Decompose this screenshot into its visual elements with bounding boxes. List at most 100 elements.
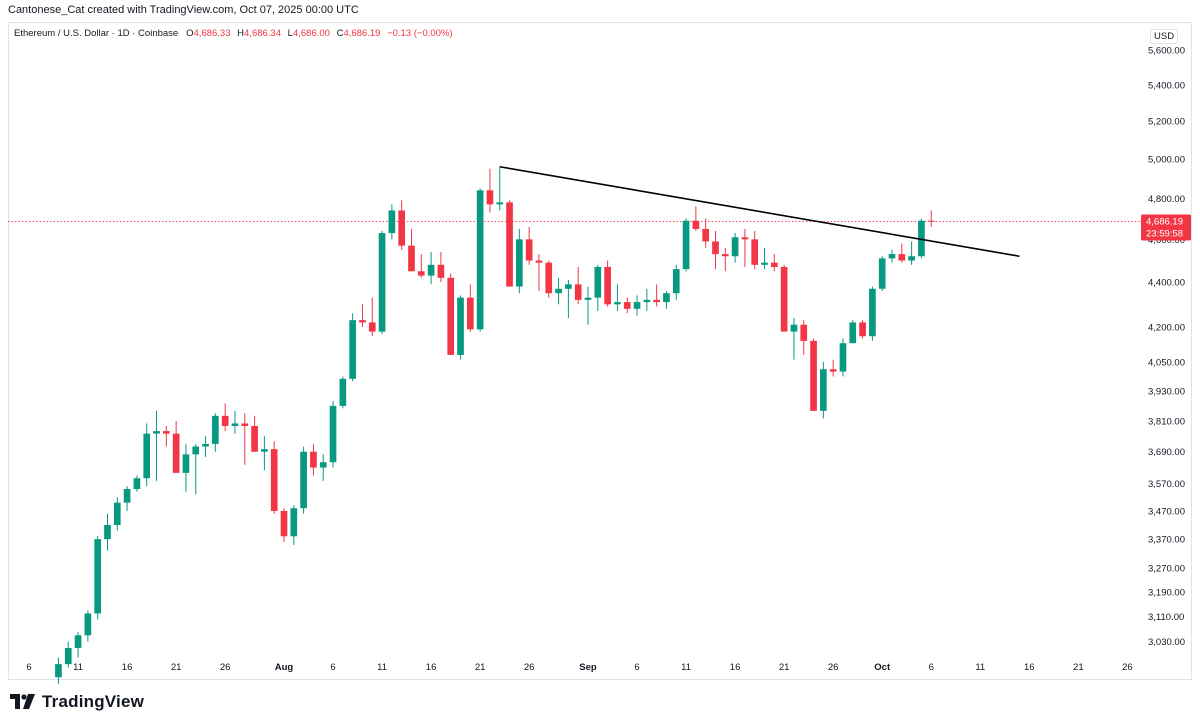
candle-body [94,539,102,614]
candle-body [55,664,62,678]
x-tick-label: 16 [426,662,437,673]
candle-body [741,237,749,240]
x-tick-label: 6 [26,662,31,673]
tradingview-logo-icon [10,694,35,709]
candle-body [525,239,533,261]
candle-body [800,324,808,341]
candle-body [908,256,915,261]
candle-body [359,320,366,323]
brand: TradingView [10,692,144,712]
candle-body [378,233,386,332]
x-tick-label: Sep [579,662,597,673]
candle-body [143,433,151,479]
candle-body [878,258,886,289]
candle-body [251,425,258,452]
candle-body [310,451,317,468]
candle-body [466,297,474,330]
candle-body [751,239,759,265]
x-tick-label: 11 [975,662,985,673]
candle-body [192,446,200,455]
candle-body [633,302,641,309]
low-value: 4,686.00 [292,28,330,39]
y-tick-label: 3,930.00 [1148,387,1185,398]
candle-body [682,220,690,270]
chart-frame [8,22,1192,680]
candle-body [212,415,219,444]
candle-body [64,648,72,665]
y-tick-label: 3,190.00 [1148,588,1185,599]
candle-body [300,451,307,509]
candle-body [261,449,268,452]
close-label: C [336,28,344,39]
candle-body [770,262,778,267]
candle-body [427,264,435,276]
y-tick-label: 5,400.00 [1148,80,1185,91]
candle-body [663,293,670,303]
candle-body [535,260,543,263]
y-tick-label: 5,000.00 [1148,155,1185,166]
candle-body [231,423,239,426]
candle-body [486,190,494,205]
candle-body [290,508,298,537]
candle-body [859,322,866,337]
close-value: 4,686.19 [343,28,381,39]
candle-body [162,431,170,434]
candle-body [496,202,504,205]
candle-body [388,210,396,234]
candle-body [506,202,513,287]
candle-body [574,284,582,300]
y-tick-label: 4,800.00 [1148,194,1185,205]
candle-body [918,220,925,257]
brand-name: TradingView [42,692,145,711]
candle-body [447,277,455,355]
last-price-tag [1141,214,1191,241]
y-tick-label: 3,570.00 [1148,479,1185,490]
candle-body [555,288,562,294]
candle-body [565,284,572,289]
x-tick-label: 21 [475,662,486,673]
y-tick-label: 3,270.00 [1148,564,1185,575]
candle-body [584,297,592,300]
candle-body [594,266,602,298]
x-tick-label: 26 [220,662,231,673]
candle-body [113,502,121,525]
high-label: H [237,28,245,39]
trendline [499,165,1020,258]
candle-body [898,254,906,261]
y-tick-label: 3,370.00 [1148,535,1185,546]
candle-body [270,449,278,511]
candle-body [172,433,180,473]
candle-body [74,635,82,649]
candle-body [408,245,415,272]
candle-body [927,220,935,222]
y-tick-label: 4,200.00 [1148,323,1185,334]
y-tick-label: 3,030.00 [1148,637,1185,648]
candle-body [516,239,523,287]
candle-body [349,320,356,379]
y-tick-label: 3,810.00 [1148,416,1185,427]
candle-body [417,271,425,276]
x-tick-label: 6 [929,662,934,673]
x-tick-label: 21 [779,662,790,673]
x-tick-label: 26 [524,662,535,673]
x-tick-label: 21 [171,662,182,673]
x-tick-label: 11 [681,662,691,673]
candle-body [820,369,827,411]
x-tick-label: Oct [874,662,891,673]
y-tick-label: 3,470.00 [1148,506,1185,517]
y-tick-label: 3,110.00 [1148,612,1184,623]
candle-body [653,299,660,303]
candle-body [692,220,700,229]
candle-body [398,210,406,246]
change-value: −0.13 (−0.00%) [387,28,453,39]
candle-body [712,241,719,255]
candle-body [241,423,249,426]
x-tick-label: 11 [377,662,387,673]
candle-body [761,262,768,265]
candle-body [604,266,611,305]
last-price-value: 4,686.19 [1146,216,1183,227]
candle-body [839,343,847,372]
candle-body [123,489,131,503]
currency-button[interactable]: USD [1150,29,1179,44]
